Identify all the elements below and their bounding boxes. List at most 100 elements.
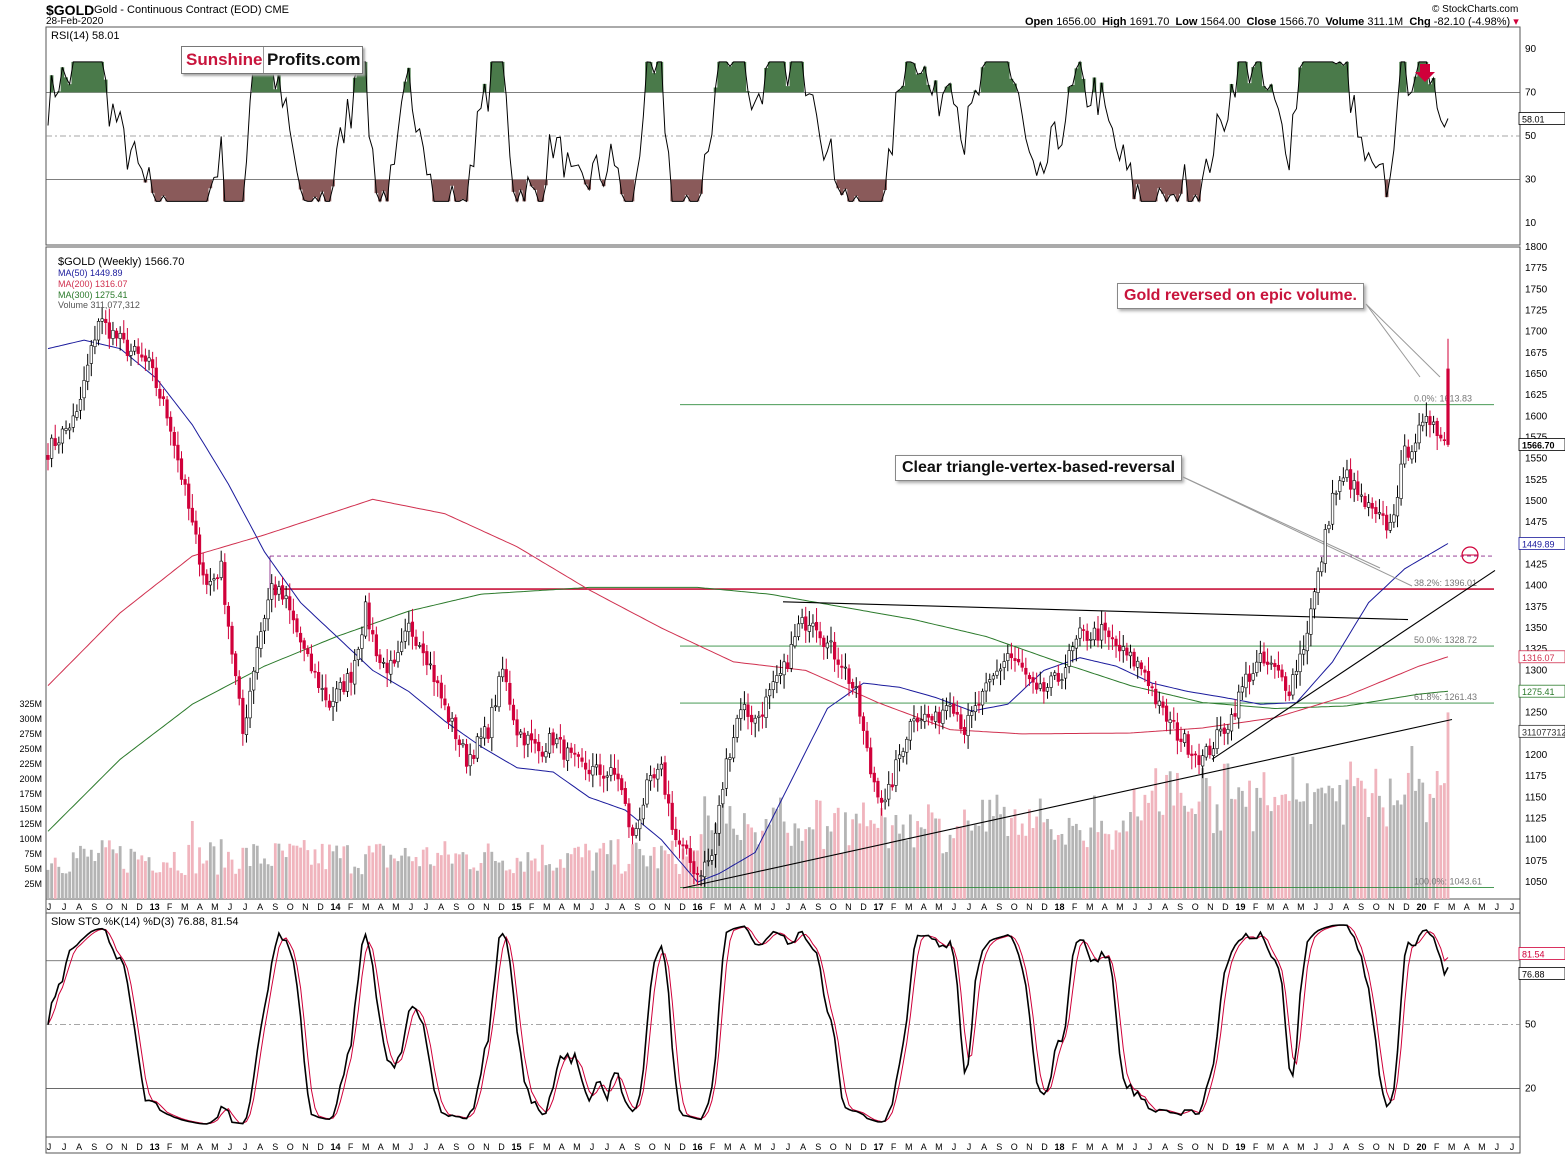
axis-tick-label: M xyxy=(935,1142,943,1152)
candle-body xyxy=(342,681,346,693)
volume-bar xyxy=(378,843,382,899)
volume-bar xyxy=(342,846,346,899)
legend-ma200: MA(200) 1316.07 xyxy=(58,279,128,289)
volume-bar xyxy=(1230,798,1233,899)
candle-body xyxy=(998,668,1003,672)
axis-tick-label: N xyxy=(845,1142,852,1152)
volume-bar xyxy=(1428,793,1432,899)
volume-bar xyxy=(1183,805,1186,899)
candle-body xyxy=(1175,722,1179,741)
candle-body xyxy=(1388,522,1392,531)
axis-tick-label: 20 xyxy=(1416,1142,1426,1152)
axis-tick-label: 15 xyxy=(512,902,522,912)
volume-bar xyxy=(847,845,851,899)
volume-bar xyxy=(1118,832,1122,899)
volume-bar xyxy=(1121,820,1125,899)
axis-tick-label: J xyxy=(1148,902,1153,912)
axis-tick-label: N xyxy=(302,902,309,912)
candle-body xyxy=(1089,638,1093,641)
volume-bar xyxy=(1410,746,1414,899)
fib-label: 61.8%: 1261.43 xyxy=(1414,692,1477,702)
candle-body xyxy=(544,751,548,758)
volume-bar xyxy=(194,873,198,899)
axis-tick-label: M xyxy=(1086,1142,1094,1152)
candle-body xyxy=(1027,675,1032,680)
fib-label: 0.0%: 1613.83 xyxy=(1414,394,1472,404)
axis-tick-label: 1100 xyxy=(1525,835,1547,846)
candle-body xyxy=(1201,755,1205,767)
candle-body xyxy=(1280,669,1284,678)
volume-bar xyxy=(649,855,652,899)
volume-bar xyxy=(948,834,952,899)
candle-body xyxy=(197,534,202,565)
axis-tick-label: 1325 xyxy=(1525,644,1548,655)
volume-bar xyxy=(865,826,869,899)
axis-tick-label: 300M xyxy=(19,714,42,724)
volume-bar xyxy=(768,824,772,899)
volume-bar xyxy=(75,858,79,899)
volume-bar xyxy=(1414,790,1417,899)
axis-tick-label: O xyxy=(106,902,113,912)
volume-bar xyxy=(64,873,68,899)
candle-body xyxy=(598,764,602,775)
axis-tick-label: N xyxy=(1207,902,1214,912)
volume-bar xyxy=(1165,774,1168,899)
volume-bar xyxy=(201,863,205,899)
candle-body xyxy=(652,774,656,779)
axis-tick-label: O xyxy=(1373,1142,1380,1152)
volume-bar xyxy=(50,863,54,899)
candle-body xyxy=(555,738,559,745)
volume-bar xyxy=(1143,794,1147,899)
volume-bar xyxy=(1013,809,1017,899)
candle-body xyxy=(172,431,176,446)
volume-bar xyxy=(797,828,800,899)
volume-bar xyxy=(61,873,64,899)
candle-body xyxy=(1150,686,1154,689)
candle-body xyxy=(165,399,169,419)
candle-body xyxy=(1229,714,1234,732)
volume-bar xyxy=(580,857,584,899)
volume-bar xyxy=(1305,783,1309,899)
axis-tick-label: J xyxy=(243,1142,248,1152)
volume-bar xyxy=(1035,816,1039,899)
axis-tick-label: D xyxy=(1041,1142,1048,1152)
candle-body xyxy=(1006,653,1010,661)
axis-tick-label: S xyxy=(91,1142,97,1152)
candle-body xyxy=(1060,679,1064,681)
candle-body xyxy=(667,794,671,804)
candle-body xyxy=(475,736,479,759)
volume-bar xyxy=(1244,806,1248,899)
volume-bar xyxy=(324,869,328,899)
axis-tick-label: J xyxy=(228,1142,233,1152)
volume-bar xyxy=(107,840,111,899)
volume-bar xyxy=(1186,811,1190,899)
volume-bar xyxy=(1269,811,1273,899)
candle-body xyxy=(378,654,382,664)
volume-bar xyxy=(876,827,880,899)
volume-bar xyxy=(1129,812,1132,899)
axis-tick-label: 1500 xyxy=(1525,496,1548,507)
volume-bar xyxy=(1388,778,1392,899)
candle-body xyxy=(136,346,140,354)
candle-body xyxy=(1197,755,1201,765)
candle-body xyxy=(750,714,754,723)
candle-body xyxy=(760,714,765,717)
volume-bar xyxy=(652,847,656,899)
axis-tick-label: M xyxy=(724,1142,732,1152)
axis-tick-label: 1300 xyxy=(1525,665,1548,676)
candle-body xyxy=(897,754,902,759)
volume-bar xyxy=(1147,802,1150,899)
volume-bar xyxy=(660,845,663,899)
volume-bar xyxy=(522,871,526,899)
volume-bar xyxy=(425,847,429,899)
volume-bar xyxy=(439,855,443,899)
candle-body xyxy=(876,780,880,798)
candle-body xyxy=(1132,651,1136,667)
volume-bar xyxy=(461,852,465,899)
candle-body xyxy=(143,355,148,362)
volume-bar xyxy=(894,815,898,899)
volume-bar xyxy=(1175,772,1179,899)
candle-body xyxy=(472,755,476,759)
volume-bar xyxy=(1381,807,1385,899)
volume-bar xyxy=(746,824,750,899)
